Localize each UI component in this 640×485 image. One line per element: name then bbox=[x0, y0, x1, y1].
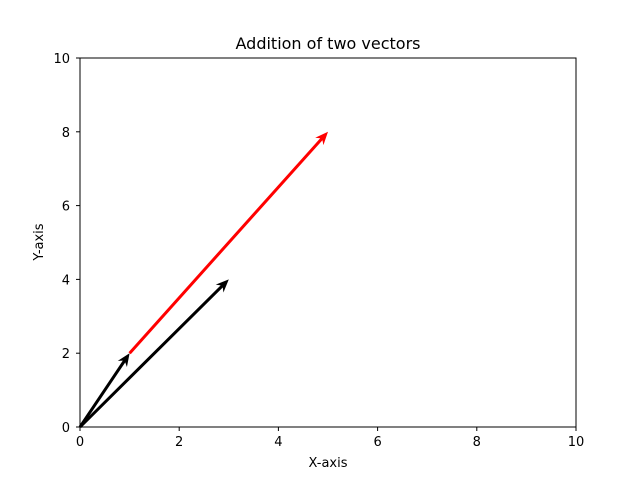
y-axis-label: Y-axis bbox=[32, 223, 47, 261]
y-ticks: 0 2 4 6 8 10 bbox=[53, 52, 80, 436]
y-tick-label: 2 bbox=[62, 347, 70, 362]
vectors-layer bbox=[78, 131, 328, 429]
y-tick-label: 6 bbox=[62, 200, 70, 215]
x-tick-label: 6 bbox=[373, 435, 381, 450]
x-tick-label: 8 bbox=[473, 435, 481, 450]
x-tick-label: 4 bbox=[274, 435, 282, 450]
plot-area bbox=[80, 58, 576, 427]
y-tick-label: 10 bbox=[53, 52, 70, 67]
y-tick-label: 4 bbox=[62, 273, 70, 288]
x-tick-label: 0 bbox=[76, 435, 84, 450]
x-tick-label: 2 bbox=[175, 435, 183, 450]
y-tick-label: 0 bbox=[62, 421, 70, 436]
vector-arrow-3 bbox=[128, 131, 328, 355]
plot-frame bbox=[79, 57, 577, 428]
x-tick-label: 10 bbox=[568, 435, 585, 450]
x-axis-label: X-axis bbox=[309, 456, 348, 471]
chart-title: Addition of two vectors bbox=[236, 34, 421, 53]
vector-arrow-2 bbox=[78, 279, 229, 429]
y-tick-label: 8 bbox=[62, 126, 70, 141]
vector-arrow-1 bbox=[78, 353, 130, 428]
x-ticks: 0 2 4 6 8 10 bbox=[76, 427, 584, 450]
